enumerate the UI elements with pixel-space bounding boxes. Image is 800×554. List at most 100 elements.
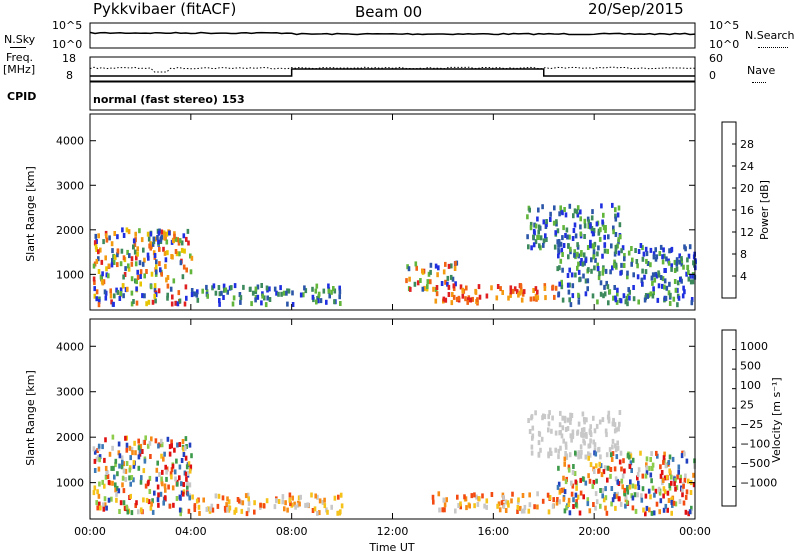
velocity-cell bbox=[687, 511, 690, 517]
power-cell bbox=[509, 292, 512, 298]
power-cell bbox=[667, 260, 671, 266]
velocity-colorbar-tick: −25 bbox=[740, 418, 763, 431]
velocity-cell bbox=[336, 510, 339, 516]
power-cell bbox=[655, 273, 659, 279]
velocity-cell bbox=[181, 439, 185, 444]
velocity-cell bbox=[432, 499, 435, 505]
power-cell bbox=[471, 296, 474, 302]
velocity-cell bbox=[579, 453, 583, 459]
power-cell bbox=[136, 246, 139, 252]
power-cell bbox=[160, 229, 164, 235]
velocity-cell bbox=[651, 466, 654, 471]
power-cell bbox=[566, 273, 570, 278]
velocity-cell bbox=[558, 422, 562, 428]
power-cell bbox=[163, 235, 166, 241]
power-cell bbox=[601, 270, 605, 276]
power-cell bbox=[668, 248, 671, 254]
velocity-cell bbox=[623, 487, 626, 493]
velocity-cell bbox=[547, 453, 550, 459]
velocity-cell bbox=[122, 468, 126, 474]
velocity-cell bbox=[163, 495, 167, 501]
power-cell bbox=[449, 274, 453, 280]
velocity-cell bbox=[438, 507, 441, 513]
power-cell bbox=[692, 260, 695, 266]
power-cell bbox=[649, 291, 653, 297]
power-cell bbox=[657, 272, 661, 278]
velocity-cell bbox=[563, 456, 567, 462]
velocity-cell bbox=[103, 483, 106, 489]
velocity-cell bbox=[481, 493, 484, 499]
nsearch-legend-line bbox=[758, 47, 788, 48]
power-cell bbox=[454, 281, 457, 287]
velocity-cell bbox=[125, 504, 129, 510]
velocity-colorbar-tick: 25 bbox=[740, 398, 754, 411]
velocity-cell bbox=[549, 447, 552, 453]
velocity-cell bbox=[606, 477, 609, 483]
freq-series bbox=[90, 68, 695, 77]
power-cell bbox=[254, 289, 258, 295]
velocity-cell bbox=[585, 433, 588, 439]
power-cell bbox=[499, 286, 502, 292]
velocity-cell bbox=[211, 507, 215, 513]
power-cell bbox=[603, 248, 607, 254]
power-cell bbox=[141, 293, 144, 299]
velocity-cell bbox=[188, 468, 192, 474]
power-cell bbox=[615, 299, 619, 305]
velocity-cell bbox=[604, 505, 607, 511]
power-cell bbox=[590, 257, 593, 263]
power-cell bbox=[527, 244, 530, 250]
power-colorbar-tick: 12 bbox=[740, 226, 754, 239]
velocity-cell bbox=[138, 451, 142, 457]
velocity-cell bbox=[629, 460, 633, 466]
velocity-cell bbox=[639, 450, 642, 456]
power-cell bbox=[140, 237, 144, 243]
velocity-cell bbox=[599, 454, 602, 460]
velocity-cell bbox=[226, 507, 229, 513]
power-cell bbox=[183, 248, 186, 254]
velocity-cell bbox=[667, 498, 671, 503]
velocity-cell bbox=[228, 505, 232, 511]
velocity-cell bbox=[97, 443, 101, 449]
power-cell bbox=[263, 295, 266, 301]
velocity-cell bbox=[188, 482, 192, 488]
velocity-cell bbox=[195, 498, 199, 504]
power-cell bbox=[689, 279, 693, 285]
power-cell bbox=[92, 263, 96, 269]
power-cell bbox=[567, 243, 570, 248]
power-cell bbox=[116, 262, 119, 268]
velocity-cell bbox=[281, 499, 284, 505]
velocity-cell bbox=[294, 504, 297, 510]
power-cell bbox=[596, 299, 599, 305]
power-cell bbox=[678, 253, 681, 259]
power-cell bbox=[153, 287, 157, 293]
velocity-cell bbox=[674, 486, 677, 492]
power-cell bbox=[413, 281, 417, 287]
power-cell bbox=[576, 205, 580, 211]
velocity-cell bbox=[557, 454, 560, 460]
power-cell bbox=[627, 250, 631, 256]
velocity-cell bbox=[504, 499, 508, 505]
velocity-cell bbox=[619, 450, 623, 456]
power-cell bbox=[607, 234, 610, 240]
velocity-cell bbox=[160, 476, 163, 482]
power-cell bbox=[586, 286, 589, 292]
power-cell bbox=[592, 254, 595, 260]
power-cell bbox=[196, 289, 199, 295]
velocity-cell bbox=[611, 451, 615, 457]
velocity-cell bbox=[121, 482, 124, 488]
power-cell bbox=[162, 246, 165, 252]
power-cell bbox=[587, 267, 590, 273]
power-cell bbox=[646, 293, 650, 299]
power-cell bbox=[152, 239, 156, 245]
velocity-ylabel: Slant Range [km] bbox=[24, 370, 37, 466]
power-cell bbox=[667, 290, 671, 296]
velocity-cell bbox=[98, 457, 101, 463]
velocity-cell bbox=[226, 496, 229, 502]
power-cell bbox=[302, 292, 305, 298]
velocity-cell bbox=[137, 465, 141, 471]
power-cell bbox=[637, 249, 641, 254]
power-cell bbox=[637, 299, 640, 305]
velocity-cell bbox=[614, 476, 618, 482]
velocity-cell bbox=[611, 438, 615, 444]
power-cell bbox=[564, 233, 567, 238]
